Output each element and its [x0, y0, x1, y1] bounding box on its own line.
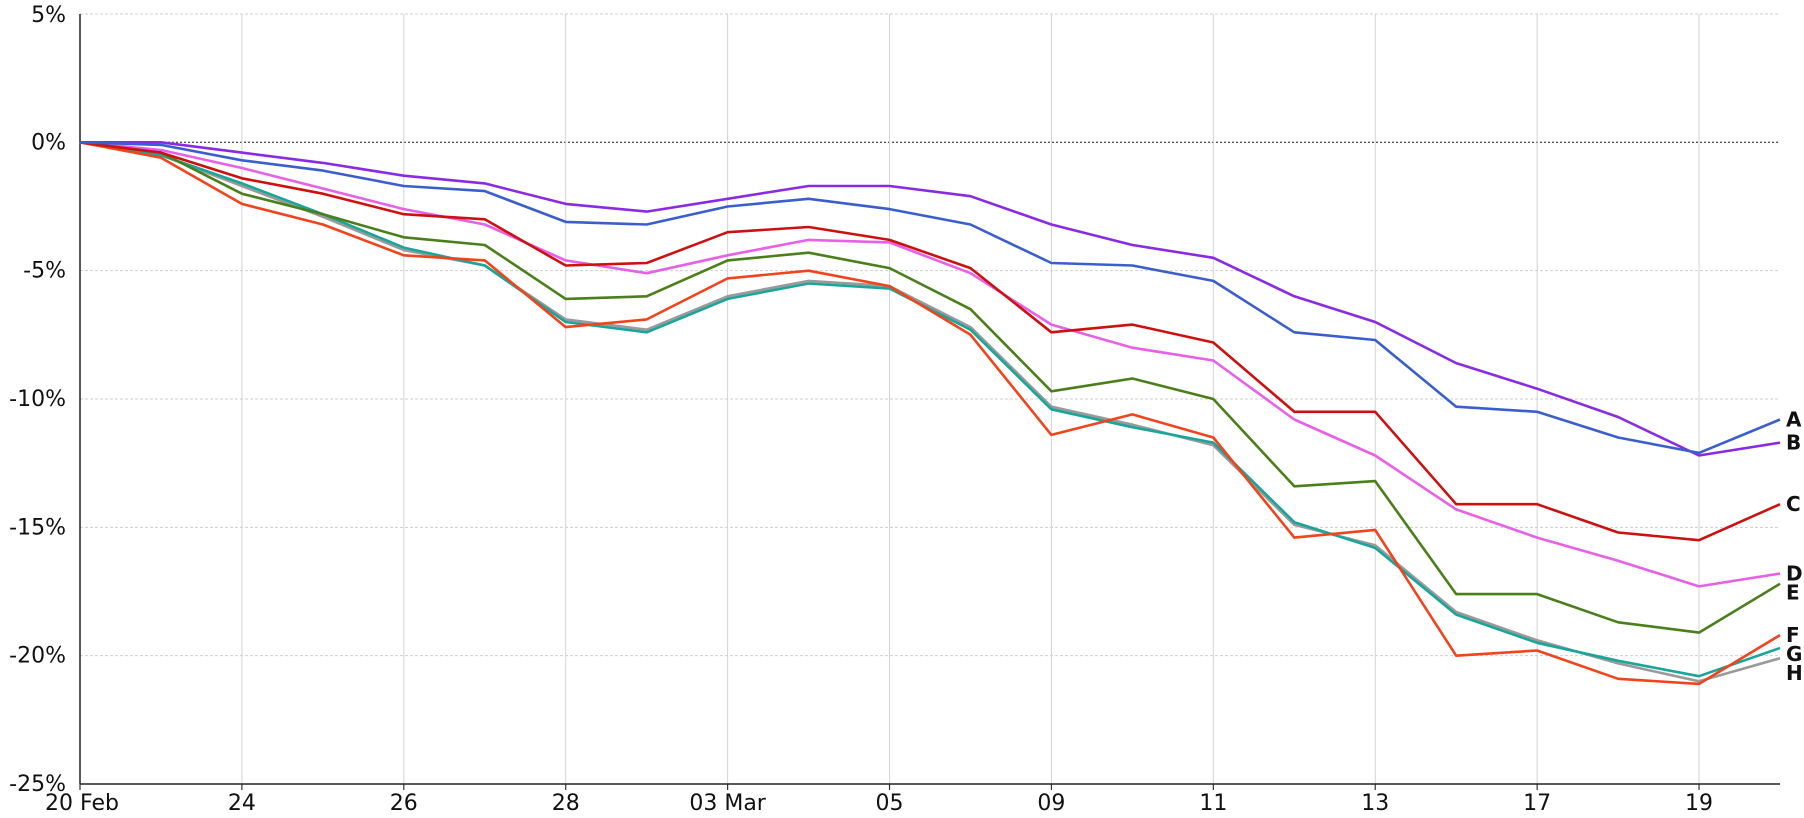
y-tick-label: -15% [9, 515, 66, 540]
x-tick-label: 17 [1523, 791, 1551, 814]
series-line-c [79, 141, 1781, 542]
x-tick-label: 26 [390, 791, 418, 814]
series-label-a: A [1786, 408, 1802, 432]
series-layer [79, 141, 1781, 686]
x-tick-label: 03 Mar [689, 791, 766, 814]
x-tick-label: 11 [1199, 791, 1227, 814]
series-label-f: F [1786, 623, 1800, 647]
grid-layer [80, 13, 1780, 785]
series-label-g: G [1786, 642, 1802, 666]
series-line-f [79, 141, 1781, 686]
series-label-h: H [1786, 661, 1803, 685]
x-tick-label: 28 [552, 791, 580, 814]
y-tick-label: 5% [31, 3, 66, 28]
y-tick-label: 0% [31, 130, 66, 155]
series-label-d: D [1786, 562, 1803, 586]
x-tick-label: 19 [1685, 791, 1713, 814]
series-line-h [79, 141, 1781, 683]
x-tick-label: 05 [876, 791, 904, 814]
x-tick-label: 20 Feb [45, 791, 119, 814]
series-line-a [79, 141, 1781, 455]
x-tick-label: 13 [1361, 791, 1389, 814]
series-line-d [79, 141, 1781, 588]
series-label-e: E [1786, 581, 1800, 605]
series-label-c: C [1786, 492, 1801, 516]
axis-layer: 5% 0% -5% -10% -15% -20% -25%20 Feb 24 26 28 03 Ma… [9, 3, 1780, 816]
y-tick-label: -20% [9, 644, 66, 669]
series-line-b [80, 141, 1781, 457]
x-tick-label: 24 [228, 791, 256, 814]
y-tick-label: -25% [9, 772, 66, 797]
y-tick-label: -10% [9, 387, 66, 412]
series-line-e [79, 141, 1781, 634]
y-tick-label: -5% [23, 259, 66, 284]
x-tick-label: 09 [1037, 791, 1065, 814]
series-label-b: B [1786, 431, 1801, 455]
